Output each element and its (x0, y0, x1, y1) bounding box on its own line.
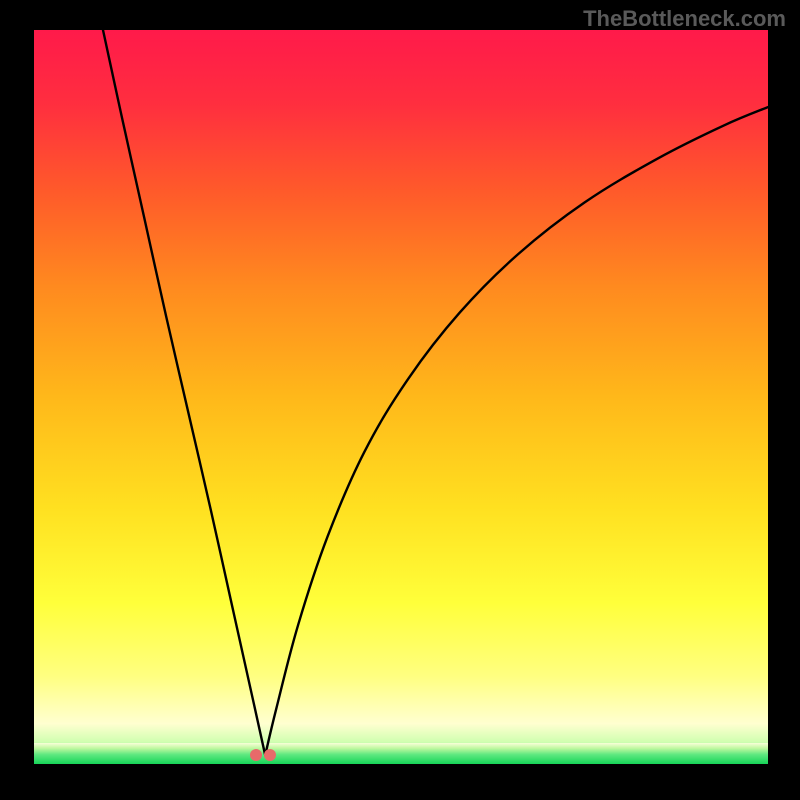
watermark-text: TheBottleneck.com (583, 6, 786, 32)
plot-area (34, 30, 768, 764)
curve-left-branch (103, 30, 265, 755)
bottleneck-curve (34, 30, 768, 764)
minimum-marker (250, 749, 262, 761)
curve-right-branch (265, 107, 768, 755)
minimum-marker (264, 749, 276, 761)
